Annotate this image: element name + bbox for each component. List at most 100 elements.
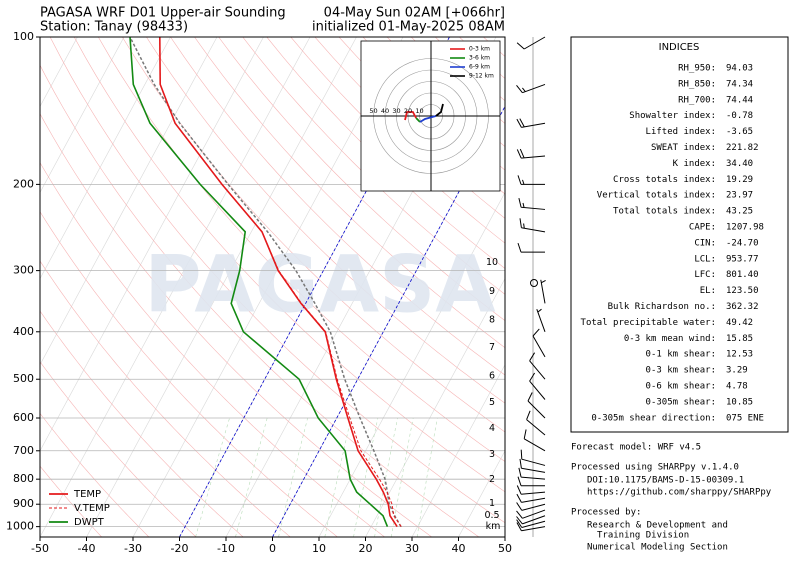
index-label: Vertical totals index: [597, 191, 716, 201]
height-label: 3 [489, 449, 495, 460]
index-value: 74.44 [726, 95, 753, 105]
index-label: Showalter index: [629, 111, 716, 121]
index-value: 23.97 [726, 191, 753, 201]
height-label: 2 [489, 474, 495, 485]
index-label: 0-1 km shear: [646, 350, 716, 360]
wind-barb [517, 503, 545, 511]
y-tick-label: 1000 [6, 520, 34, 533]
footer-text: Forecast model: WRF v4.5 [571, 443, 701, 453]
height-unit: km [486, 521, 501, 532]
wind-barb [537, 309, 545, 332]
valid-time: 04-May Sun 02AM [+066hr] [324, 6, 505, 21]
index-value: 075 ENE [726, 413, 764, 423]
y-tick-label: 300 [13, 264, 34, 277]
index-label: Cross totals index: [613, 175, 716, 185]
index-value: 221.82 [726, 143, 759, 153]
indices-title: INDICES [659, 42, 700, 53]
index-value: 953.77 [726, 254, 759, 264]
x-tick-label: 0 [269, 542, 276, 555]
index-value: -0.78 [726, 111, 753, 121]
index-label: EL: [700, 286, 716, 296]
x-tick-label: -10 [217, 542, 235, 555]
index-label: SWEAT index: [651, 143, 716, 153]
index-label: K index: [673, 159, 716, 169]
wind-barb [517, 494, 545, 502]
wind-barb [517, 37, 545, 49]
wind-barb [519, 198, 545, 209]
y-tick-label: 700 [13, 444, 34, 457]
index-value: 15.85 [726, 334, 753, 344]
hodograph-ring-label: 50 [369, 107, 377, 115]
height-label: 9 [489, 286, 495, 297]
hodograph-legend-label: 0-3 km [469, 46, 490, 53]
mixing-ratio-line [196, 418, 230, 537]
x-tick-label: -40 [78, 542, 96, 555]
index-value: 3.29 [726, 366, 748, 376]
index-value: 49.42 [726, 318, 753, 328]
index-value: 362.32 [726, 302, 759, 312]
x-tick-label: 30 [405, 542, 419, 555]
y-tick-label: 200 [13, 177, 34, 190]
wind-barb [517, 149, 545, 158]
index-label: LCL: [694, 254, 716, 264]
y-tick-label: 100 [13, 30, 34, 43]
watermark: PAGASA [144, 240, 495, 330]
wind-barbs [517, 37, 546, 537]
hodograph-legend-label: 3-6 km [469, 55, 490, 62]
hodograph-legend-label: 6-9 km [469, 64, 490, 71]
isotherm [0, 37, 31, 537]
footer-text: Processed using SHARPpy v.1.4.0 [571, 463, 739, 473]
height-label: 7 [489, 342, 495, 353]
x-tick-label: 40 [452, 542, 466, 555]
index-value: 12.53 [726, 350, 753, 360]
legend-label: DWPT [74, 517, 105, 528]
index-label: CAPE: [689, 223, 716, 233]
hodograph-ring-label: 10 [415, 107, 423, 115]
x-tick-label: -20 [171, 542, 189, 555]
index-value: 4.78 [726, 382, 748, 392]
dry-adiabat [0, 37, 149, 537]
hodograph-legend-label: 9-12 km [469, 73, 494, 80]
index-value: -24.70 [726, 238, 759, 248]
hodograph-ring-label: 20 [404, 107, 412, 115]
x-tick-label: 50 [498, 542, 512, 555]
footer-text: Numerical Modeling Section [587, 543, 728, 553]
index-value: 801.40 [726, 270, 759, 280]
index-label: Lifted index: [646, 127, 716, 137]
wind-barb [541, 280, 546, 304]
index-value: 123.50 [726, 286, 759, 296]
index-label: 0-3 km shear: [646, 366, 716, 376]
index-label: LFC: [694, 270, 716, 280]
x-tick-label: -30 [124, 542, 142, 555]
x-tick-label: 20 [359, 542, 373, 555]
chart-subtitle: Station: Tanay (98433) [40, 20, 188, 35]
chart-title: PAGASA WRF D01 Upper-air Sounding [40, 6, 286, 21]
height-label: 0.5 [484, 510, 499, 521]
hodograph-ring-label: 40 [381, 107, 389, 115]
wind-barb [517, 486, 545, 495]
index-label: 0-305m shear direction: [591, 413, 716, 423]
wind-barb [517, 84, 546, 92]
wind-barb [518, 175, 545, 184]
index-label: RH_700: [678, 95, 716, 105]
height-label: 5 [489, 397, 495, 408]
index-label: RH_950: [678, 64, 716, 74]
index-value: 94.03 [726, 64, 753, 74]
legend-label: V.TEMP [74, 503, 110, 514]
index-label: Total totals index: [613, 207, 716, 217]
dry-adiabat [0, 37, 102, 537]
index-label: Total precipitable water: [581, 318, 716, 328]
wind-barb [517, 119, 545, 128]
wind-barb [533, 329, 545, 357]
height-label: 6 [489, 370, 495, 381]
height-label: 8 [489, 314, 495, 325]
index-value: -3.65 [726, 127, 753, 137]
mixing-ratio-line [325, 418, 351, 537]
footer-text: Research & Development and [587, 521, 728, 531]
height-label: 1 [489, 498, 495, 509]
isotherm [0, 37, 124, 537]
footer-text: Training Division [597, 531, 689, 541]
mixing-ratio-line [354, 418, 378, 537]
